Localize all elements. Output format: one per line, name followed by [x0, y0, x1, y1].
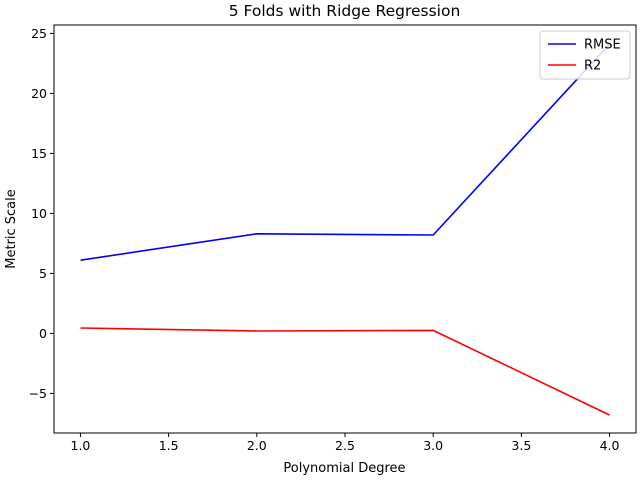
x-tick-label: 1.0 [71, 438, 91, 453]
x-tick-label: 3.0 [423, 438, 443, 453]
series-line-rmse [80, 43, 611, 261]
legend-label-r2: R2 [584, 59, 601, 74]
y-axis-ticks: −5 0 5 10 15 20 25 [29, 26, 54, 401]
y-axis-title: Metric Scale [4, 189, 19, 269]
series-line-r2 [80, 327, 610, 416]
x-tick-label: 1.5 [159, 438, 179, 453]
series-lines [80, 43, 611, 416]
legend-label-rmse: RMSE [584, 38, 621, 53]
y-tick-label: 0 [39, 326, 47, 341]
y-tick-label: 25 [31, 26, 47, 41]
y-tick-label: 15 [31, 146, 47, 161]
x-axis-ticks: 1.0 1.5 2.0 2.5 3.0 3.5 4.0 [71, 433, 620, 453]
x-axis-title: Polynomial Degree [283, 461, 405, 476]
legend-box [539, 30, 631, 80]
y-tick-label: 5 [39, 266, 47, 281]
y-tick-label: 20 [31, 86, 47, 101]
x-tick-label: 2.0 [247, 438, 267, 453]
chart-title: 5 Folds with Ridge Regression [229, 2, 461, 20]
legend: RMSE R2 [539, 30, 631, 80]
y-tick-label: 10 [31, 206, 47, 221]
x-tick-label: 2.5 [335, 438, 355, 453]
x-tick-label: 4.0 [600, 438, 620, 453]
y-tick-label: −5 [29, 386, 47, 401]
x-tick-label: 3.5 [511, 438, 531, 453]
